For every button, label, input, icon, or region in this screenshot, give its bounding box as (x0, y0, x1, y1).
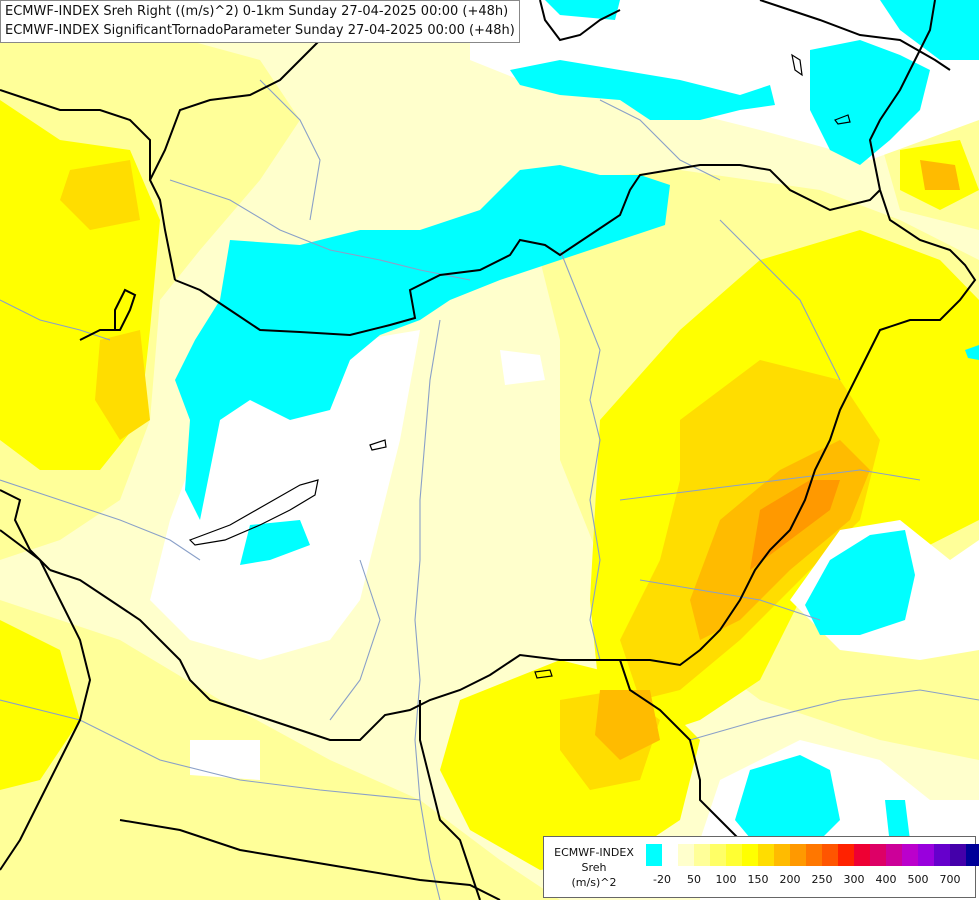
map-title-line-2: ECMWF-INDEX SignificantTornadoParameter … (5, 23, 515, 38)
legend-swatch (902, 844, 918, 866)
legend-swatch (806, 844, 822, 866)
border-hungary-east (620, 189, 977, 667)
border-croatia-serbia (419, 700, 481, 900)
legend-label: 400 (875, 873, 897, 886)
legend-label: 150 (747, 873, 769, 886)
legend-swatch (886, 844, 902, 866)
legend-swatch (854, 844, 870, 866)
border-west-far (0, 89, 151, 180)
legend-swatch (662, 844, 678, 866)
legend-label: 500 (907, 873, 929, 886)
legend-swatch (918, 844, 934, 866)
legend-swatch (822, 844, 838, 866)
legend-param: Sreh (581, 861, 607, 874)
lake-tisza (834, 114, 851, 125)
legend-swatch (758, 844, 774, 866)
legend-swatch (726, 844, 742, 866)
border-hungary-north (174, 164, 881, 337)
lake-south (534, 669, 553, 679)
legend-swatch (694, 844, 710, 866)
legend-swatch (966, 844, 979, 866)
border-west-austria (148, 0, 351, 281)
legend-swatch (774, 844, 790, 866)
border-romania-south (619, 659, 741, 860)
lake-small (369, 439, 387, 451)
map-title-box: ECMWF-INDEX Sreh Right ((m/s)^2) 0-1km S… (0, 0, 520, 43)
sreh-band-cyan (175, 0, 979, 850)
legend-label: 250 (811, 873, 833, 886)
border-slovakia-czech (539, 0, 621, 42)
lake-north (791, 53, 803, 77)
map-title-line-1: ECMWF-INDEX Sreh Right ((m/s)^2) 0-1km S… (5, 4, 509, 19)
legend-model: ECMWF-INDEX (554, 846, 634, 859)
legend-label: 300 (843, 873, 865, 886)
legend-swatch (934, 844, 950, 866)
legend-swatches (646, 844, 979, 866)
border-south-west (0, 529, 92, 871)
legend-swatch (950, 844, 966, 866)
legend-title: ECMWF-INDEX Sreh (m/s)^2 (546, 845, 642, 890)
legend-label: 100 (715, 873, 737, 886)
legend-swatch (870, 844, 886, 866)
legend-swatch (742, 844, 758, 866)
legend-swatch (710, 844, 726, 866)
rivers (0, 79, 979, 900)
lake-balaton (188, 479, 319, 546)
legend-label: 200 (779, 873, 801, 886)
legend-label: -20 (653, 873, 671, 886)
border-slovenia-croatia (79, 288, 137, 341)
legend-swatch (678, 844, 694, 866)
legend-label: 50 (687, 873, 701, 886)
border-hungary-south (49, 569, 620, 741)
border-ukraine (868, 0, 936, 191)
legend-swatch (646, 844, 662, 866)
border-poland-slovakia (759, 0, 951, 71)
legend-swatch (790, 844, 806, 866)
legend-swatch (838, 844, 854, 866)
legend-unit: (m/s)^2 (571, 876, 617, 889)
lakes (188, 53, 851, 679)
legend-label: 700 (939, 873, 961, 886)
border-bottom (119, 819, 501, 900)
color-legend: ECMWF-INDEX Sreh (m/s)^2 -20 50 100 150 200 2… (543, 836, 979, 898)
